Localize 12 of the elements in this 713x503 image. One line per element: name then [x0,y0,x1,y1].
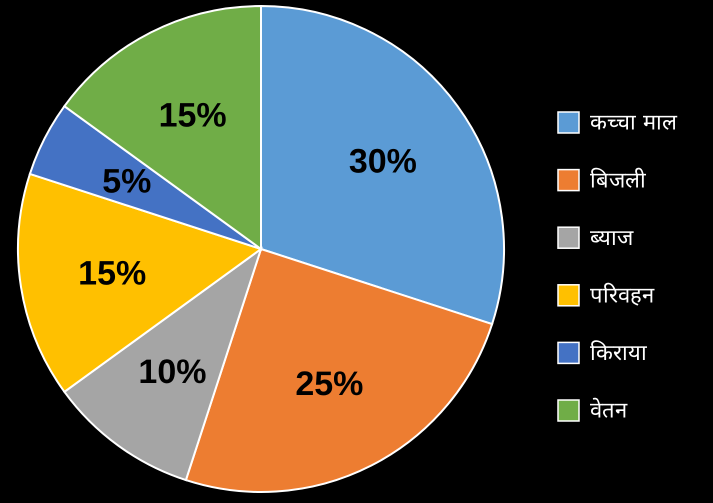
data-label: 30% [348,142,417,180]
data-label: 10% [138,352,206,391]
data-label: 25% [295,365,364,404]
legend-label: वेतन [590,398,628,424]
legend-label: किराया [590,340,647,366]
data-label: 15% [158,96,227,135]
legend-label: कच्चा माल [590,110,678,136]
legend-label: ब्याज [590,226,634,251]
legend-label: परिवहन [590,282,655,308]
data-label: 15% [78,254,146,292]
legend-label: बिजली [590,167,646,194]
data-label: 5% [102,162,152,200]
